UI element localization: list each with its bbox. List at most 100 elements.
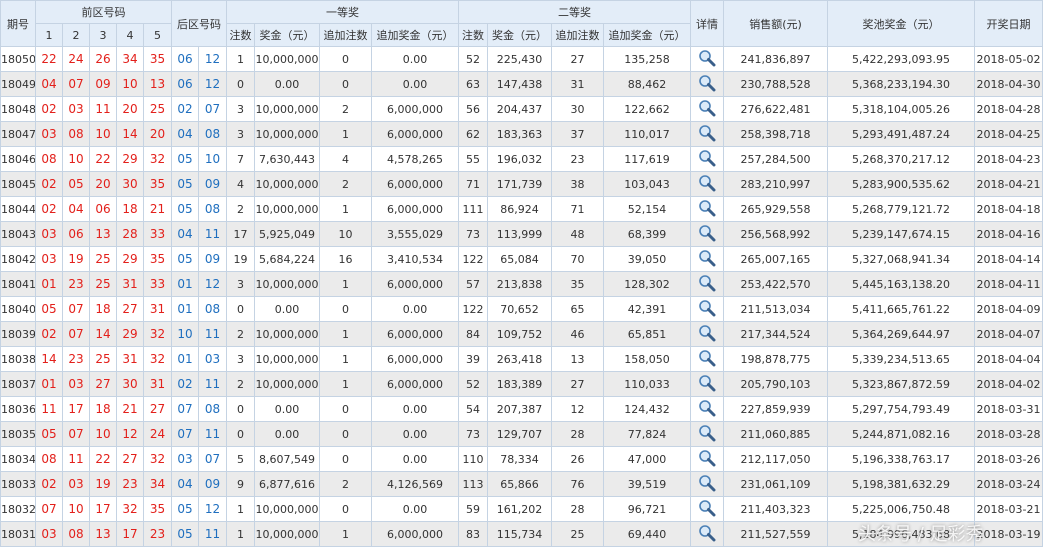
magnifier-icon[interactable] (698, 149, 716, 167)
first-prize: 2 (226, 196, 255, 222)
pool: 5,196,338,763.17 (827, 446, 975, 472)
detail[interactable] (690, 121, 724, 147)
first-prize: 0 (319, 46, 372, 72)
detail[interactable] (690, 521, 724, 547)
magnifier-icon[interactable] (698, 524, 716, 542)
first-prize: 10,000,000 (254, 496, 320, 522)
second-prize: 57 (458, 271, 488, 297)
magnifier-icon[interactable] (698, 449, 716, 467)
detail[interactable] (690, 471, 724, 497)
first-prize: 10,000,000 (254, 46, 320, 72)
magnifier-icon[interactable] (698, 174, 716, 192)
header-cell: 开奖日期 (974, 0, 1043, 47)
magnifier-icon[interactable] (698, 274, 716, 292)
back-ball: 04 (171, 471, 199, 497)
detail[interactable] (690, 46, 724, 72)
first-prize: 3 (226, 96, 255, 122)
header-cell: 追加注数 (319, 23, 372, 47)
magnifier-icon[interactable] (698, 399, 716, 417)
front-ball: 07 (62, 421, 90, 447)
second-prize: 35 (551, 271, 604, 297)
detail[interactable] (690, 496, 724, 522)
detail[interactable] (690, 246, 724, 272)
back-ball: 05 (171, 146, 199, 172)
front-ball: 14 (89, 321, 117, 347)
front-ball: 02 (35, 471, 63, 497)
back-ball: 09 (198, 171, 227, 197)
magnifier-icon[interactable] (698, 474, 716, 492)
date: 2018-04-28 (974, 96, 1043, 122)
second-prize: 54 (458, 396, 488, 422)
detail[interactable] (690, 346, 724, 372)
magnifier-icon[interactable] (698, 124, 716, 142)
first-prize: 1 (319, 521, 372, 547)
magnifier-icon[interactable] (698, 499, 716, 517)
first-prize: 6,877,616 (254, 471, 320, 497)
detail[interactable] (690, 446, 724, 472)
magnifier-icon[interactable] (698, 299, 716, 317)
magnifier-icon[interactable] (698, 74, 716, 92)
date: 2018-04-30 (974, 71, 1043, 97)
detail[interactable] (690, 371, 724, 397)
detail[interactable] (690, 271, 724, 297)
header-cell: 追加奖金（元） (603, 23, 691, 47)
row: 18033 02 03 19 23 34 04 09 9 6,877,616 2 4,126,569 1… (0, 471, 1043, 497)
second-prize: 135,258 (603, 46, 691, 72)
front-ball: 17 (62, 396, 90, 422)
row: 18038 14 23 25 31 32 01 03 3 10,000,000 1 6,000,000… (0, 346, 1043, 372)
magnifier-icon[interactable] (698, 324, 716, 342)
magnifier-icon[interactable] (698, 99, 716, 117)
pool: 5,268,779,121.72 (827, 196, 975, 222)
detail[interactable] (690, 146, 724, 172)
second-prize: 147,438 (487, 71, 552, 97)
first-prize: 5,684,224 (254, 246, 320, 272)
detail[interactable] (690, 221, 724, 247)
second-prize: 59 (458, 496, 488, 522)
second-prize: 113 (458, 471, 488, 497)
detail[interactable] (690, 396, 724, 422)
magnifier-icon[interactable] (698, 249, 716, 267)
magnifier-icon[interactable] (698, 349, 716, 367)
second-prize: 13 (551, 346, 604, 372)
first-prize: 7 (226, 146, 255, 172)
pool: 5,297,754,793.49 (827, 396, 975, 422)
front-ball: 10 (116, 71, 144, 97)
front-ball: 01 (35, 371, 63, 397)
front-ball: 03 (35, 121, 63, 147)
first-prize: 3,410,534 (371, 246, 459, 272)
magnifier-icon[interactable] (698, 199, 716, 217)
magnifier-icon[interactable] (698, 374, 716, 392)
back-ball: 08 (198, 196, 227, 222)
magnifier-icon[interactable] (698, 49, 716, 67)
row: 18040 05 07 18 27 31 01 08 0 0.00 0 0.00 122 70,652 65… (0, 296, 1043, 322)
header-cell: 注数 (226, 23, 255, 47)
front-ball: 19 (62, 246, 90, 272)
first-prize: 10,000,000 (254, 171, 320, 197)
front-ball: 25 (89, 346, 117, 372)
detail[interactable] (690, 421, 724, 447)
front-ball: 18 (89, 396, 117, 422)
first-prize: 1 (319, 321, 372, 347)
issue: 18037 (0, 371, 36, 397)
front-ball: 04 (62, 196, 90, 222)
header-cell: 3 (89, 23, 117, 47)
magnifier-icon[interactable] (698, 424, 716, 442)
second-prize: 38 (551, 171, 604, 197)
detail[interactable] (690, 96, 724, 122)
detail[interactable] (690, 321, 724, 347)
magnifier-icon[interactable] (698, 224, 716, 242)
pool: 5,339,234,513.65 (827, 346, 975, 372)
detail[interactable] (690, 71, 724, 97)
detail[interactable] (690, 196, 724, 222)
front-ball: 31 (143, 371, 172, 397)
detail[interactable] (690, 296, 724, 322)
front-ball: 07 (62, 296, 90, 322)
back-ball: 12 (198, 496, 227, 522)
second-prize: 28 (551, 496, 604, 522)
detail[interactable] (690, 171, 724, 197)
pool: 5,318,104,005.26 (827, 96, 975, 122)
sales: 258,398,718 (723, 121, 828, 147)
date: 2018-03-28 (974, 421, 1043, 447)
second-prize: 117,619 (603, 146, 691, 172)
